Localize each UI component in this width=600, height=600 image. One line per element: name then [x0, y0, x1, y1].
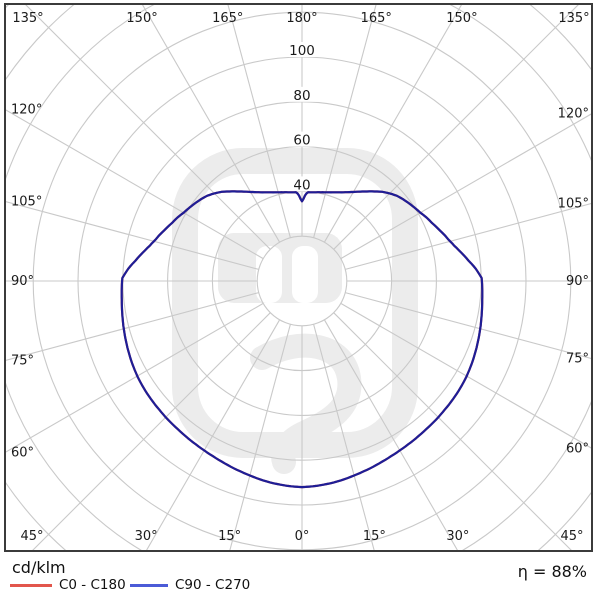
legend-item-c90-c270: C90 - C270 — [130, 577, 250, 593]
grid-ray — [5, 292, 259, 362]
grid-ray — [313, 324, 375, 551]
grid-ray — [345, 292, 592, 360]
legend-label-c90-c270: C90 - C270 — [175, 577, 251, 593]
intensity-curves — [120, 190, 484, 489]
plot-border — [4, 3, 593, 552]
angle-label-180-right: 180° — [286, 11, 317, 26]
legend-label-c0-c180: C0 - C180 — [59, 577, 126, 593]
angle-label-30-left: 30° — [135, 529, 158, 544]
angle-label-90-left: 90° — [11, 274, 34, 289]
angle-label-90-right: 90° — [566, 274, 589, 289]
grid-ray — [345, 202, 592, 270]
angle-label-120-left: 120° — [11, 103, 42, 118]
angle-label-15-left: 15° — [218, 529, 241, 544]
angle-label-45-left: 45° — [20, 529, 43, 544]
watermark-logo — [172, 148, 418, 474]
angle-label-165-left: 165° — [212, 11, 243, 26]
unit-label: cd/klm — [12, 558, 66, 577]
grid-ray — [5, 302, 264, 454]
legend-swatch-c0-c180 — [10, 583, 52, 587]
grid-ray — [323, 4, 463, 243]
angle-label-60-left: 60° — [11, 445, 34, 460]
angle-label-150-right: 150° — [446, 11, 477, 26]
grid-ray — [5, 108, 264, 260]
angle-label-120-right: 120° — [558, 107, 589, 122]
curve-C90-C270 — [120, 190, 484, 489]
angle-label-135-right: 135° — [558, 11, 589, 26]
grid-ray — [141, 4, 281, 243]
angle-label-105-right: 105° — [558, 196, 589, 211]
ring-value-label: 80 — [293, 88, 310, 104]
angle-label-45-right: 45° — [560, 529, 583, 544]
angle-labels: 0° 15° 15° 30° 30° 45° 45° 60° 60° 75° 75° 90° 90° 10… — [11, 11, 590, 544]
grid-ray — [340, 302, 592, 450]
grid-ray — [323, 319, 459, 551]
legend-swatch-c90-c270 — [130, 583, 168, 587]
grid-ray — [227, 4, 291, 238]
grid-ray — [229, 324, 291, 551]
grid-ray — [340, 112, 592, 260]
efficiency-label: η = 88% — [517, 562, 587, 581]
grid-ray — [333, 4, 580, 250]
angle-label-60-right: 60° — [566, 441, 589, 456]
angle-label-105-left: 105° — [11, 194, 42, 209]
grid-ray — [31, 312, 271, 551]
angle-label-15-right: 15° — [363, 529, 386, 544]
ring-value-label: 60 — [293, 133, 310, 149]
angle-label-165-right: 165° — [361, 11, 392, 26]
angle-label-150-left: 150° — [126, 11, 157, 26]
ring-value-label: 100 — [289, 43, 315, 59]
angle-label-135-left: 135° — [12, 11, 43, 26]
angle-label-30-right: 30° — [446, 529, 469, 544]
legend-item-c0-c180: C0 - C180 — [10, 577, 126, 593]
grid-ray — [313, 4, 377, 238]
ring-value-label: 40 — [293, 177, 310, 193]
angle-label-0-right: 0° — [295, 529, 310, 544]
angle-label-75-right: 75° — [566, 352, 589, 367]
ring-value-labels: 40 60 80 100 — [286, 42, 318, 193]
angle-label-75-left: 75° — [11, 354, 34, 369]
grid-ray — [24, 4, 271, 250]
grid-ray — [333, 312, 573, 551]
grid-ray — [5, 200, 259, 270]
grid-ray — [145, 319, 281, 551]
